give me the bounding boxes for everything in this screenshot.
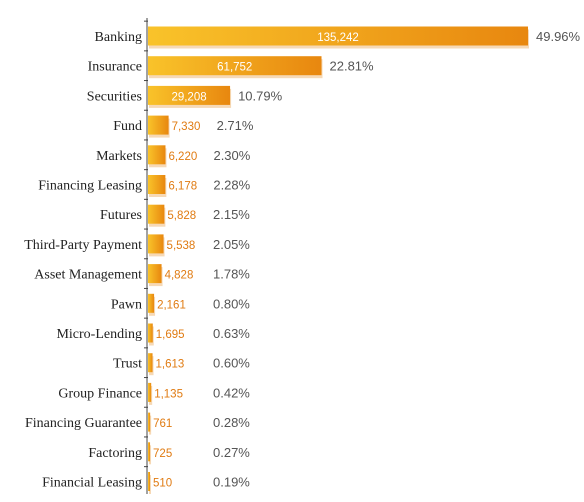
value-label: 2,161 — [157, 299, 186, 311]
category-label: Banking — [95, 30, 142, 45]
percent-label: 22.81% — [330, 59, 375, 74]
value-label: 1,613 — [156, 359, 185, 371]
category-label: Fund — [113, 119, 142, 134]
value-label: 29,208 — [171, 91, 206, 103]
value-label: 135,242 — [317, 32, 359, 44]
category-label: Asset Management — [34, 268, 142, 283]
bar-financing-guarantee — [148, 412, 151, 432]
value-label: 5,828 — [167, 210, 196, 222]
bar-trust — [148, 353, 153, 373]
percent-label: 10.79% — [238, 88, 283, 103]
value-label: 761 — [153, 418, 172, 430]
category-label: Financial Leasing — [42, 476, 142, 491]
category-label: Markets — [96, 149, 142, 164]
value-label: 5,538 — [167, 240, 196, 252]
value-label: 1,695 — [156, 329, 185, 341]
bar-group-finance — [148, 382, 152, 402]
bars-layer — [144, 20, 529, 494]
bar-micro-lending — [148, 323, 153, 343]
bar-fund — [148, 115, 169, 135]
category-label: Factoring — [88, 446, 142, 461]
percent-label: 0.27% — [213, 445, 250, 460]
value-label: 6,178 — [168, 181, 197, 193]
value-label: 4,828 — [165, 270, 194, 282]
percent-label: 2.30% — [213, 148, 250, 163]
category-label: Third-Party Payment — [24, 238, 142, 253]
percent-label: 2.15% — [213, 207, 250, 222]
bar-factoring — [148, 442, 151, 462]
value-label: 61,752 — [217, 62, 252, 74]
percent-label: 0.42% — [213, 385, 250, 400]
bar-futures — [148, 204, 165, 224]
category-label: Futures — [100, 208, 142, 223]
value-label: 510 — [153, 478, 172, 490]
category-label: Micro-Lending — [56, 327, 142, 342]
percent-label: 49.96% — [536, 29, 581, 44]
percent-label: 0.60% — [213, 356, 250, 371]
percent-label: 2.71% — [217, 118, 254, 133]
category-label: Trust — [113, 357, 142, 372]
category-label: Financing Guarantee — [25, 416, 142, 431]
percent-label: 0.28% — [213, 415, 250, 430]
category-label: Insurance — [88, 60, 142, 75]
value-label: 6,220 — [168, 151, 197, 163]
category-label: Financing Leasing — [38, 179, 142, 194]
percent-label: 2.28% — [213, 178, 250, 193]
percent-label: 0.80% — [213, 296, 250, 311]
bar-securities — [148, 85, 231, 105]
percent-label: 1.78% — [213, 267, 250, 282]
bar-insurance — [148, 56, 322, 76]
category-label: Pawn — [111, 297, 142, 312]
bar-financial-leasing — [148, 472, 150, 491]
category-label: Group Finance — [58, 386, 142, 401]
bar-banking — [148, 26, 528, 46]
percent-label: 0.19% — [213, 475, 250, 490]
bar-markets — [148, 145, 166, 165]
value-label: 7,330 — [172, 121, 201, 133]
bar-financing-leasing — [148, 175, 166, 194]
percent-label: 2.05% — [213, 237, 250, 252]
labels-layer: Banking 135,242 49.96% Insurance 61,752 22.81… — [24, 29, 580, 491]
percent-label: 0.63% — [213, 326, 250, 341]
bar-third-party-payment — [148, 234, 164, 254]
bar-pawn — [148, 293, 155, 313]
category-label: Securities — [87, 89, 142, 104]
bar-asset-management — [148, 264, 162, 284]
value-label: 725 — [153, 448, 172, 460]
value-label: 1,135 — [154, 388, 183, 400]
